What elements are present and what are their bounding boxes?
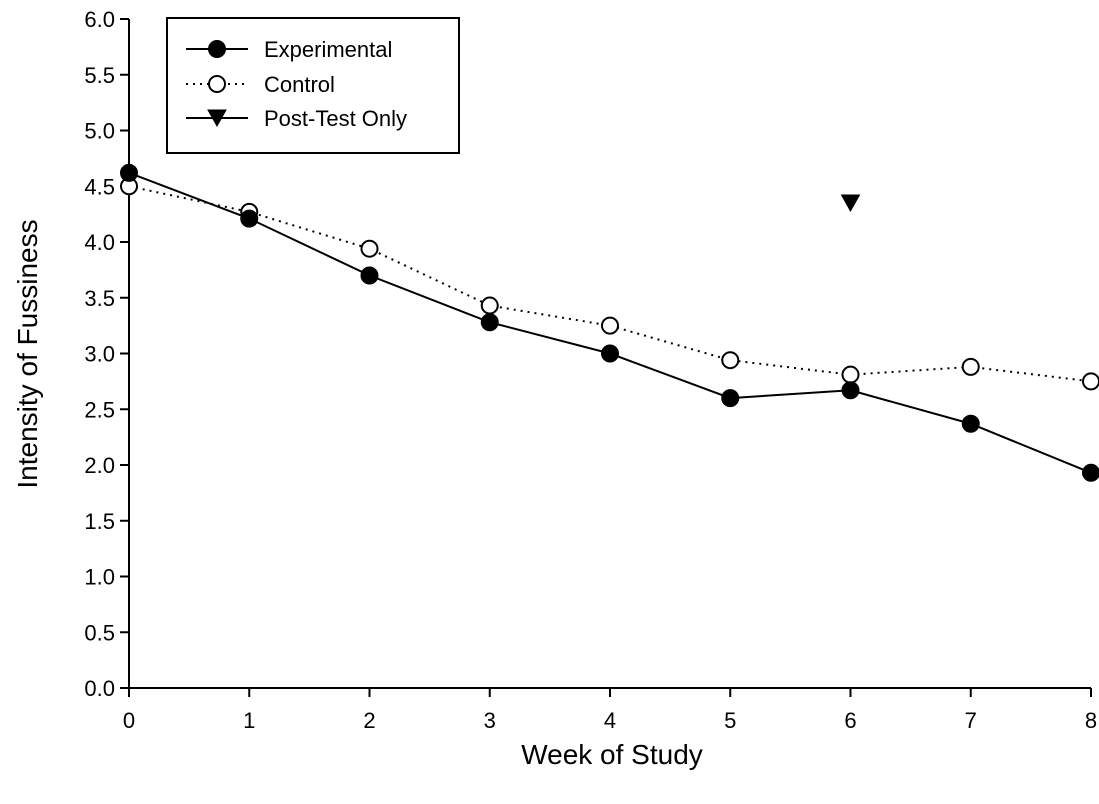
y-tick-label: 4.5 [84,174,115,199]
legend-item-experimental: Experimental [186,37,392,62]
legend-marker [208,75,226,93]
y-tick-label: 4.0 [84,230,115,255]
y-tick-label: 1.0 [84,565,115,590]
legend-marker [207,109,227,128]
y-tick-label: 0.5 [84,620,115,645]
data-point-control [601,316,619,335]
y-tick-label: 5.5 [84,63,115,88]
y-tick-label: 1.5 [84,509,115,534]
legend-item-post-test-only: Post-Test Only [186,106,407,131]
legend-marker [208,40,226,58]
series-post-test-only [840,194,861,212]
x-tick-label: 2 [363,708,375,733]
x-tick-label: 4 [604,708,616,733]
data-point-experimental [601,344,619,363]
data-point-experimental [721,389,740,408]
x-tick-label: 0 [123,708,135,733]
y-tick-label: 2.0 [84,453,115,478]
data-point-experimental [240,209,259,228]
x-axis-ticks: 0 1 2 3 4 5 6 7 8 [123,688,1097,733]
y-tick-label: 0.0 [84,676,115,701]
legend-label: Post-Test Only [264,106,407,131]
data-point-control [480,296,499,315]
x-axis-title: Week of Study [521,739,703,770]
legend: Experimental Control Post-Test Only [166,17,460,154]
x-tick-label: 6 [844,708,856,733]
data-point-control [721,351,740,370]
y-tick-label: 3.0 [84,342,115,367]
legend-item-control: Control [186,72,335,97]
data-point-control [961,357,980,376]
x-tick-label: 5 [724,708,736,733]
data-point-post-test-only [840,194,861,212]
x-tick-label: 1 [243,708,255,733]
data-point-experimental [961,414,980,433]
y-axis-title: Intensity of Fussiness [12,219,43,488]
x-tick-label: 7 [965,708,977,733]
y-tick-label: 6.0 [84,7,115,32]
data-point-experimental [841,381,860,400]
series-experimental [120,163,1099,482]
plot-area: 0.00.51.01.52.02.53.03.54.04.55.05.56.0 … [84,7,1099,733]
data-point-control [1082,372,1099,391]
y-tick-label: 2.5 [84,397,115,422]
series-control [120,177,1099,391]
data-point-experimental [120,163,138,182]
legend-label: Control [264,72,335,97]
x-tick-label: 8 [1085,708,1097,733]
data-point-control [360,239,379,258]
data-point-experimental [1082,463,1099,482]
legend-label: Experimental [264,37,392,62]
data-point-experimental [360,266,379,285]
data-point-control [841,365,860,384]
y-tick-label: 5.0 [84,119,115,144]
x-tick-label: 3 [484,708,496,733]
data-point-experimental [480,313,499,332]
y-axis-ticks: 0.0 0.5 1.0 1.5 2.0 2.5 3.0 3.5 4.0 4.5 5.0 5.5 6.0 [84,7,129,701]
y-tick-label: 3.5 [84,286,115,311]
series-layer [120,163,1099,482]
